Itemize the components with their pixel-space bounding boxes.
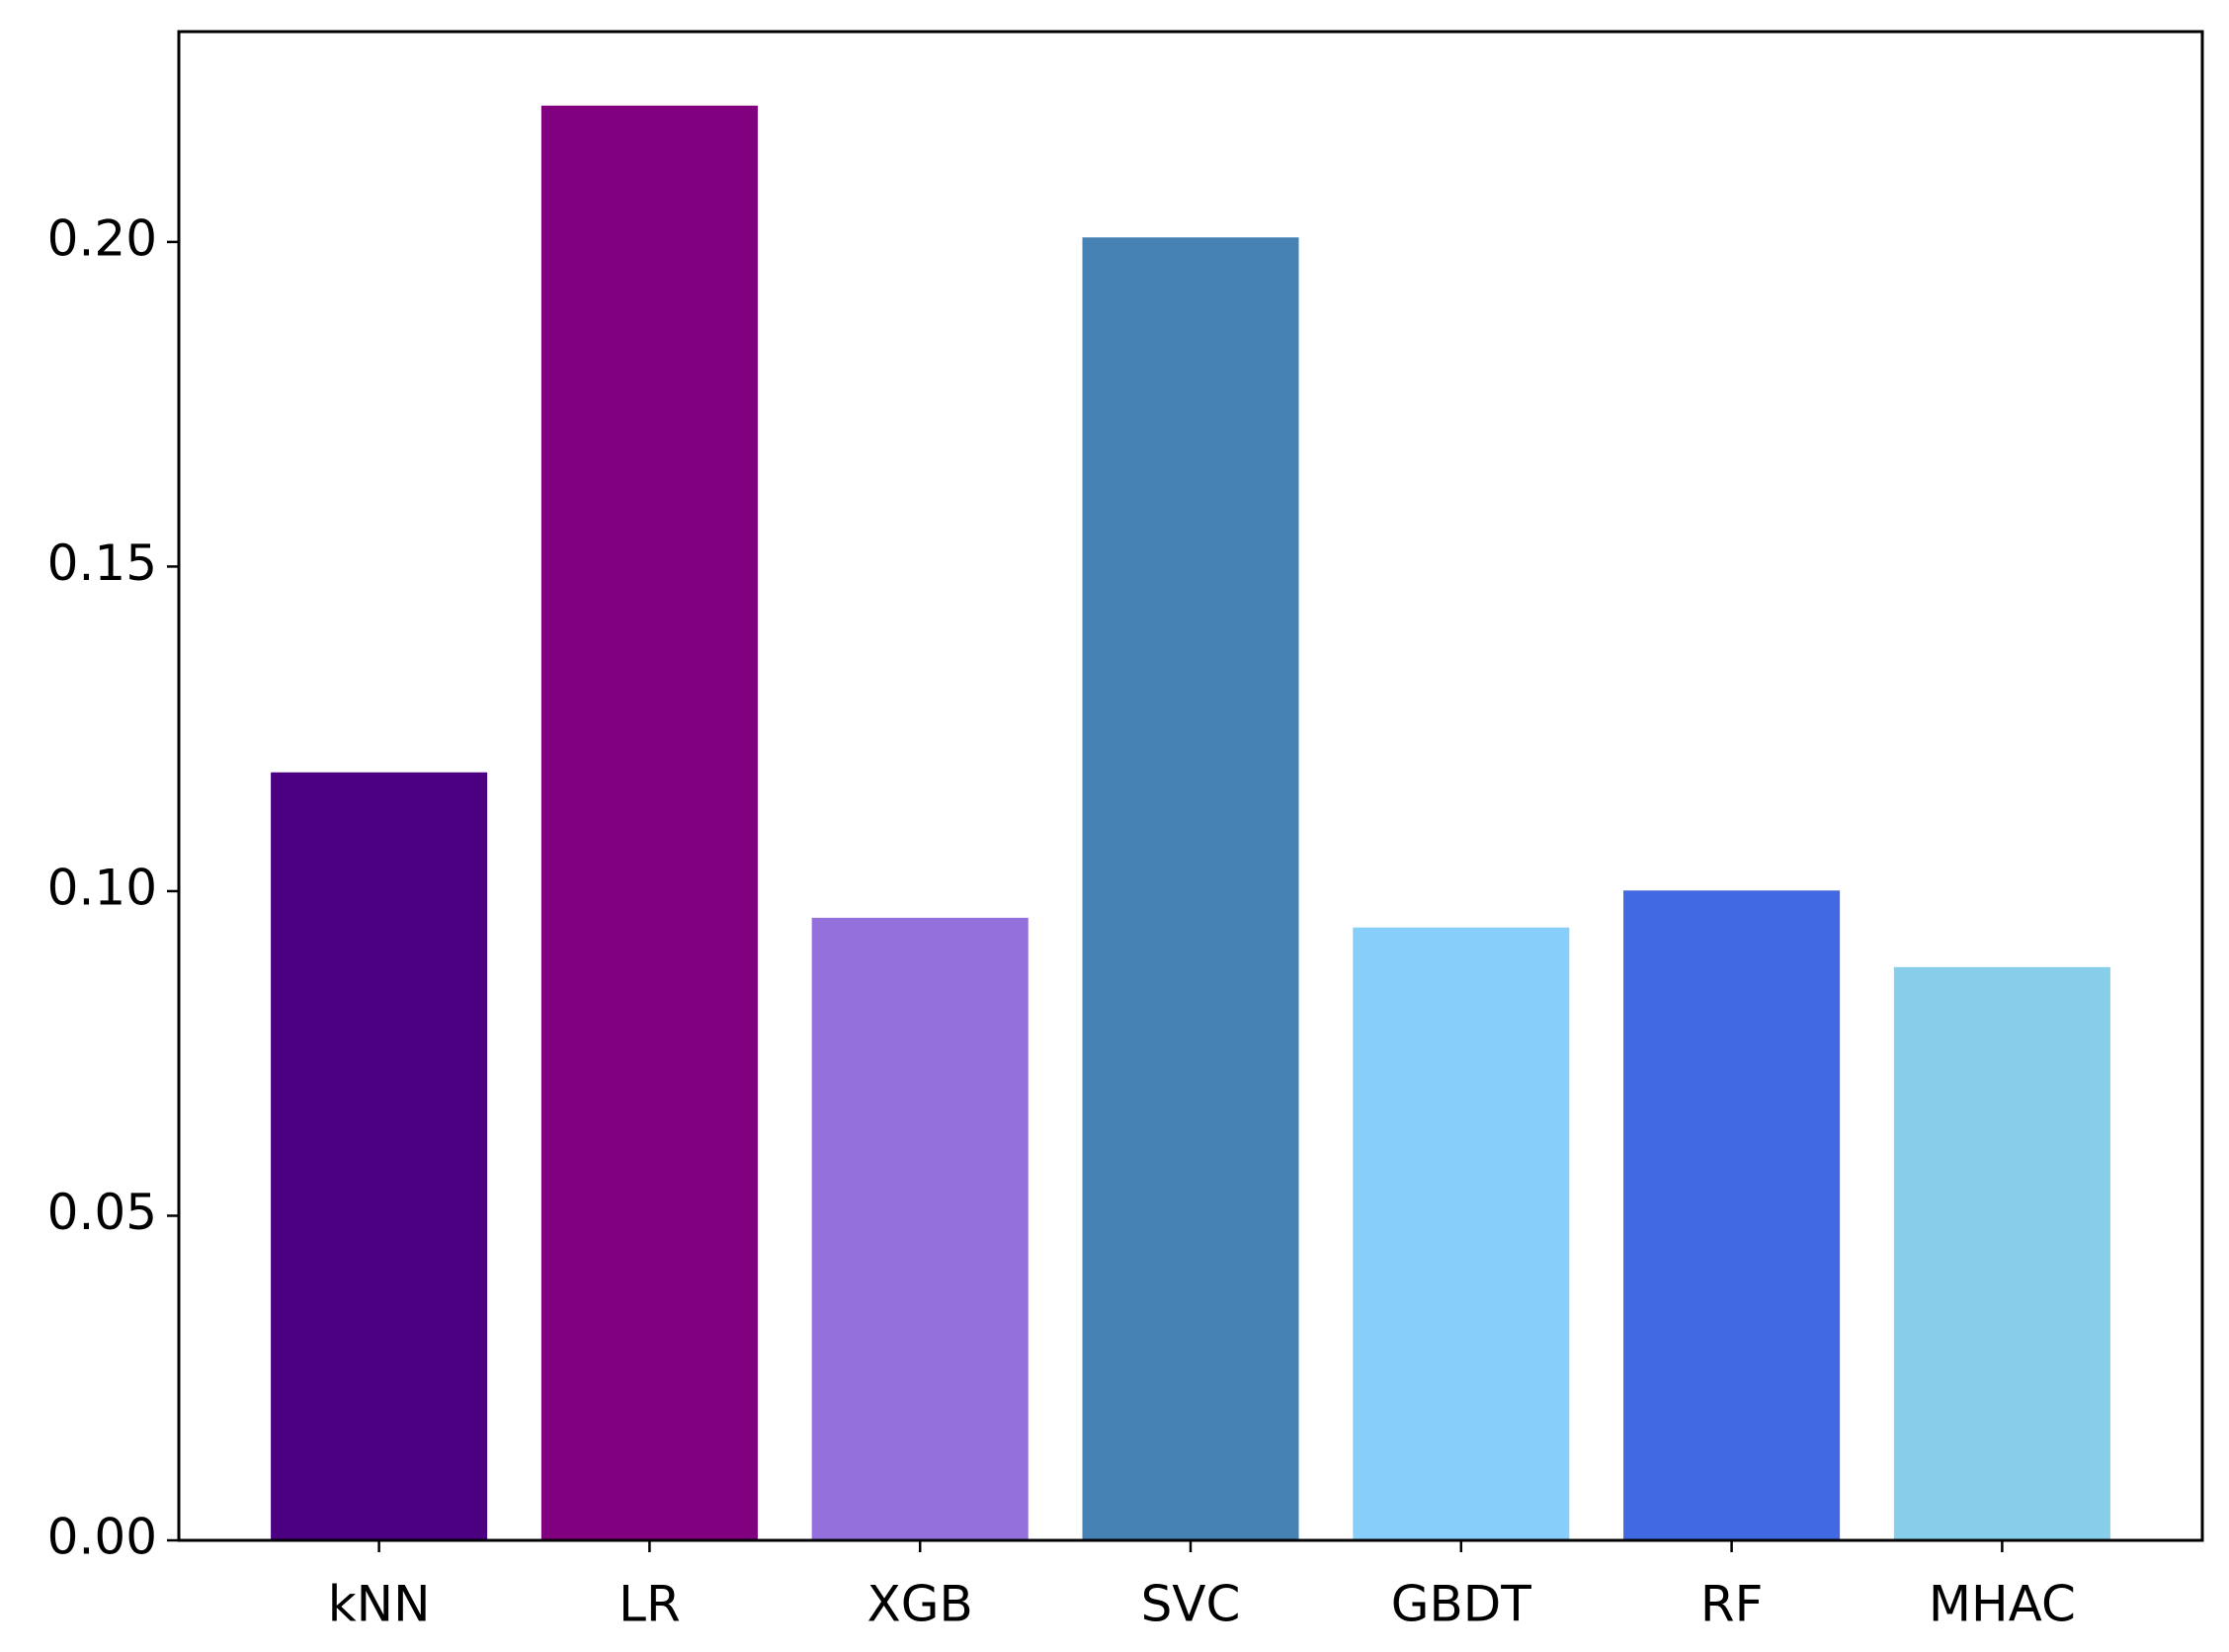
x-tick-label: LR (619, 1576, 681, 1633)
bar (1623, 890, 1841, 1540)
x-tick-label: GBDT (1391, 1576, 1532, 1633)
x-tick-label: MHAC (1929, 1576, 2076, 1633)
y-tick-label: 0.20 (47, 209, 157, 267)
x-tick-label: RF (1700, 1576, 1764, 1633)
x-tick-label: kNN (328, 1576, 431, 1633)
x-tick-label: SVC (1141, 1576, 1241, 1633)
bar (811, 917, 1029, 1540)
bar (1082, 237, 1299, 1541)
y-tick-label: 0.15 (47, 535, 157, 592)
bar (1893, 966, 2110, 1540)
bar (1353, 927, 1570, 1540)
x-tick-label: XGB (867, 1576, 973, 1633)
bar (540, 105, 758, 1541)
plot-frame (177, 30, 2204, 1542)
y-tick-label: 0.00 (47, 1509, 157, 1566)
y-tick-label: 0.10 (47, 859, 157, 916)
y-tick-label: 0.05 (47, 1184, 157, 1241)
bar (271, 772, 488, 1540)
